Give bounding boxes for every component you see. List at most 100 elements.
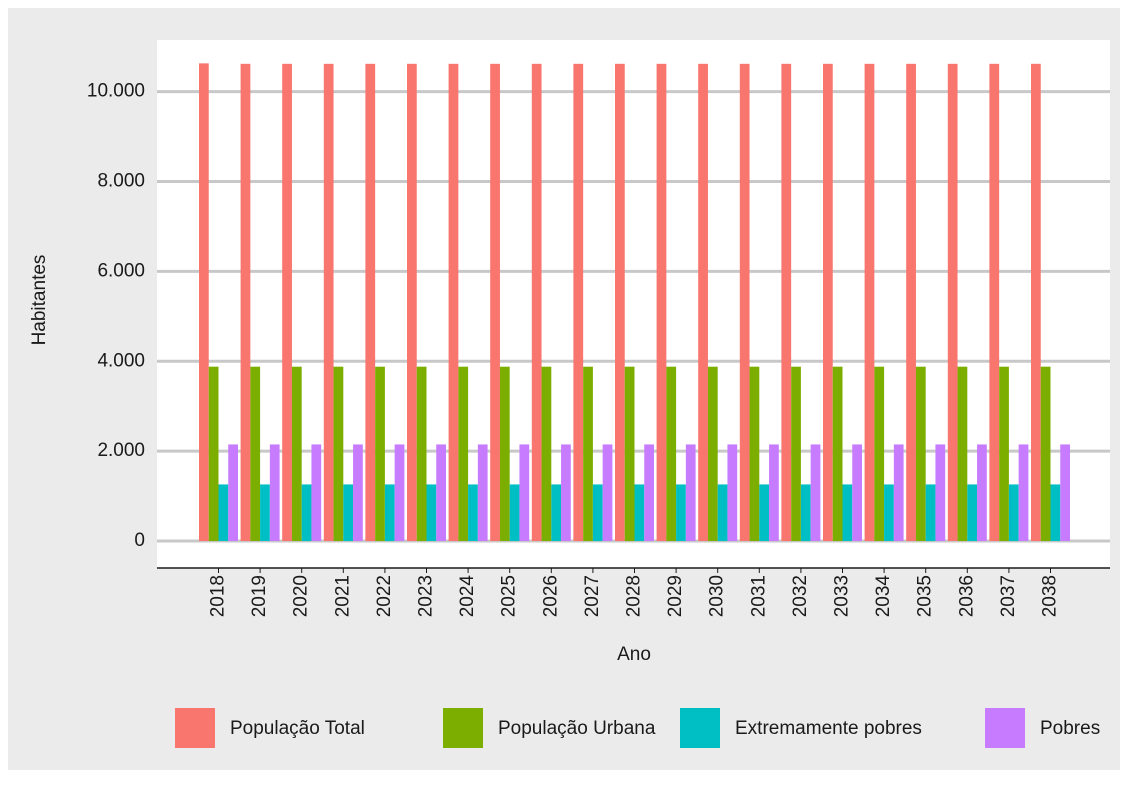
bar [727,444,738,542]
bar [1008,484,1019,542]
legend-label: População Total [230,718,365,739]
bar [791,366,801,542]
x-tick-label: 2036 [956,575,977,617]
bar [448,63,459,542]
bar [810,444,821,542]
bar [989,63,1000,542]
bar [947,63,958,542]
bar [291,366,302,542]
bar [407,63,417,542]
bar [656,63,667,542]
y-axis-label: Habitantes [29,255,50,346]
bar [468,484,478,542]
x-tick-label: 2026 [540,575,561,617]
bar [458,366,469,542]
bar [394,444,405,542]
bar [323,63,334,542]
bar [365,63,376,542]
bar [925,484,936,542]
bar [416,366,427,542]
bar [426,484,437,542]
bar [977,444,987,542]
y-tick-label: 0 [134,530,145,551]
bar [561,444,571,542]
legend-label: Extremamente pobres [735,718,922,739]
bar [666,366,677,542]
bar [823,63,833,542]
x-tick-label: 2028 [624,575,645,617]
bar [884,484,894,542]
legend-label: Pobres [1040,718,1100,739]
bar [218,484,229,542]
legend-swatch [443,708,483,748]
bar [311,444,322,542]
bar [800,484,811,542]
bar [698,63,708,542]
bar [749,366,760,542]
y-tick-label: 2.000 [97,440,145,461]
x-tick-label: 2035 [915,575,936,617]
bar [999,366,1009,542]
bar [1018,444,1029,542]
x-tick-label: 2038 [1040,575,1061,617]
bar [583,366,593,542]
bar [676,484,686,542]
bar [717,484,728,542]
bar [541,366,552,542]
bar [250,366,261,542]
bar [615,63,625,542]
y-tick-label: 10.000 [87,81,145,102]
bar [634,484,645,542]
x-tick-label: 2037 [998,575,1019,617]
bar [343,484,354,542]
bar [499,366,510,542]
bar [874,366,885,542]
bar [852,444,862,542]
x-tick-label: 2018 [208,575,229,617]
bar [1050,484,1061,542]
bar [519,444,530,542]
bar [228,444,238,542]
bar [842,484,853,542]
x-tick-label: 2024 [457,575,478,618]
x-tick-label: 2032 [790,575,811,617]
x-tick-label: 2027 [582,575,603,617]
x-tick-label: 2019 [249,575,270,617]
bar [333,366,344,542]
bar [893,444,904,542]
bar [707,366,718,542]
bar [781,63,792,542]
y-tick-label: 8.000 [97,171,145,192]
bar [1031,63,1041,542]
bar [832,366,843,542]
bar [864,63,875,542]
bar [353,444,363,542]
bar [1040,366,1051,542]
x-tick-label: 2023 [416,575,437,617]
bar [208,366,219,542]
legend-swatch [175,708,215,748]
x-tick-label: 2030 [707,575,728,617]
bar [1060,444,1070,542]
bar [375,366,385,542]
legend-swatch [985,708,1025,748]
bar [906,63,916,542]
bar [624,366,635,542]
bar [551,484,562,542]
bar [957,366,968,542]
bar [282,63,292,542]
bar [685,444,696,542]
bar [199,63,209,542]
legend-label: População Urbana [498,718,656,739]
bar [477,444,488,542]
bar [769,444,779,542]
x-tick-label: 2025 [499,575,520,617]
bar [531,63,542,542]
bar [935,444,946,542]
bar [436,444,446,542]
bar [915,366,926,542]
x-axis-label: Ano [617,644,651,665]
bar [269,444,280,542]
bar [240,63,251,542]
